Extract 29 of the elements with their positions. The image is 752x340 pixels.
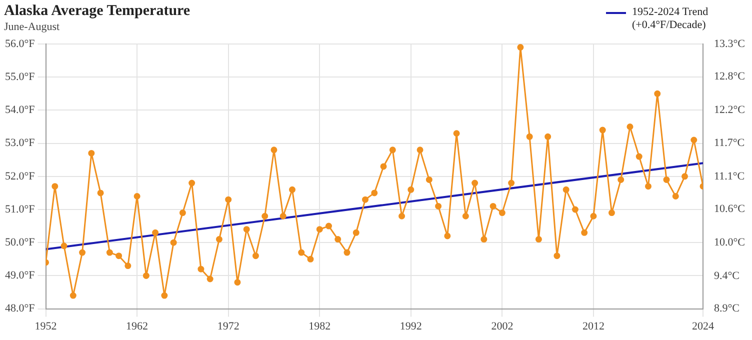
x-tick-label: 2012	[582, 320, 604, 332]
chart-title: Alaska Average Temperature	[4, 3, 190, 20]
y2-tick-label: 12.8°C	[714, 70, 746, 83]
y-tick-label: 48.0°F	[4, 302, 35, 315]
y2-tick-label: 11.1°C	[714, 170, 745, 182]
x-tick-label: 2002	[491, 320, 514, 332]
y-tick-label: 52.0°F	[4, 170, 35, 182]
y2-tick-label: 10.6°C	[714, 203, 746, 216]
y2-tick-label: 11.7°C	[714, 136, 745, 149]
y-tick-label: 53.0°F	[4, 137, 35, 150]
y2-tick-label: 8.9°C	[714, 302, 740, 315]
legend-label: 1952-2024 Trend (+0.4°F/Decade)	[632, 6, 710, 32]
y2-tick-label: 13.3°C	[714, 38, 746, 50]
y-tick-label: 56.0°F	[4, 38, 35, 50]
y-tick-label: 55.0°F	[4, 70, 35, 83]
y2-tick-label: 12.2°C	[714, 104, 746, 116]
chart-subtitle: June-August	[4, 21, 60, 33]
y-tick-label: 54.0°F	[4, 104, 35, 116]
y-tick-label: 51.0°F	[4, 203, 35, 216]
y-tick-label: 49.0°F	[4, 270, 35, 282]
x-tick-label: 1972	[217, 320, 240, 332]
x-tick-label: 1992	[400, 320, 422, 332]
y2-tick-label: 9.4°C	[714, 270, 740, 282]
x-tick-label: 1962	[126, 320, 148, 332]
y-tick-label: 50.0°F	[4, 236, 35, 248]
y2-tick-label: 10.0°C	[714, 236, 746, 248]
x-tick-label: 2024	[692, 320, 715, 332]
x-tick-label: 1982	[308, 320, 331, 332]
x-tick-label: 1952	[34, 320, 57, 332]
